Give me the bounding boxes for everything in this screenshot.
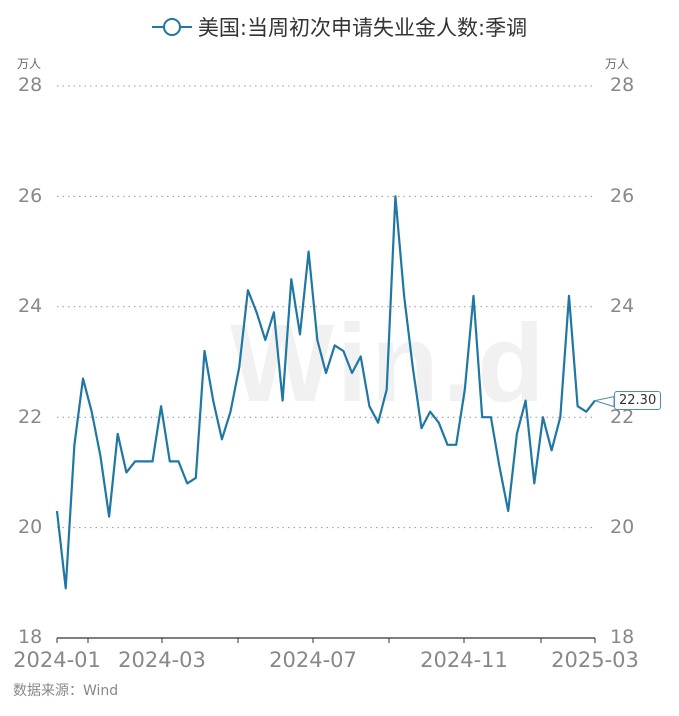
y-tick-right: 18 [610,626,635,648]
y-tick-left: 24 [18,295,43,317]
y-tick-left: 18 [18,626,43,648]
x-axis [56,637,596,643]
last-value-label: 22.30 [614,391,662,410]
left-axis-unit: 万人 [17,57,42,71]
x-tick-label: 2024-01 [13,648,101,672]
series-line [55,195,596,590]
y-tick-left: 22 [18,406,43,428]
y-tick-left: 28 [18,74,43,96]
data-source: 数据来源：Wind [13,683,119,699]
x-tick-label: 2025-03 [551,648,639,672]
y-tick-right: 26 [610,185,635,207]
legend[interactable]: 美国:当周初次申请失业金人数:季调 [0,12,679,42]
y-tick-right: 28 [610,74,635,96]
x-tick-label: 2024-03 [118,648,206,672]
y-tick-left: 20 [18,516,43,538]
x-tick-label: 2024-07 [269,648,357,672]
x-tick-label: 2024-11 [420,648,508,672]
y-tick-right: 22 [610,406,635,428]
legend-line-circle-icon [151,18,192,36]
legend-label: 美国:当周初次申请失业金人数:季调 [197,16,528,40]
y-tick-right: 20 [610,516,635,538]
right-axis-unit: 万人 [605,57,630,71]
y-tick-right: 24 [610,295,635,317]
y-tick-left: 26 [18,185,43,207]
